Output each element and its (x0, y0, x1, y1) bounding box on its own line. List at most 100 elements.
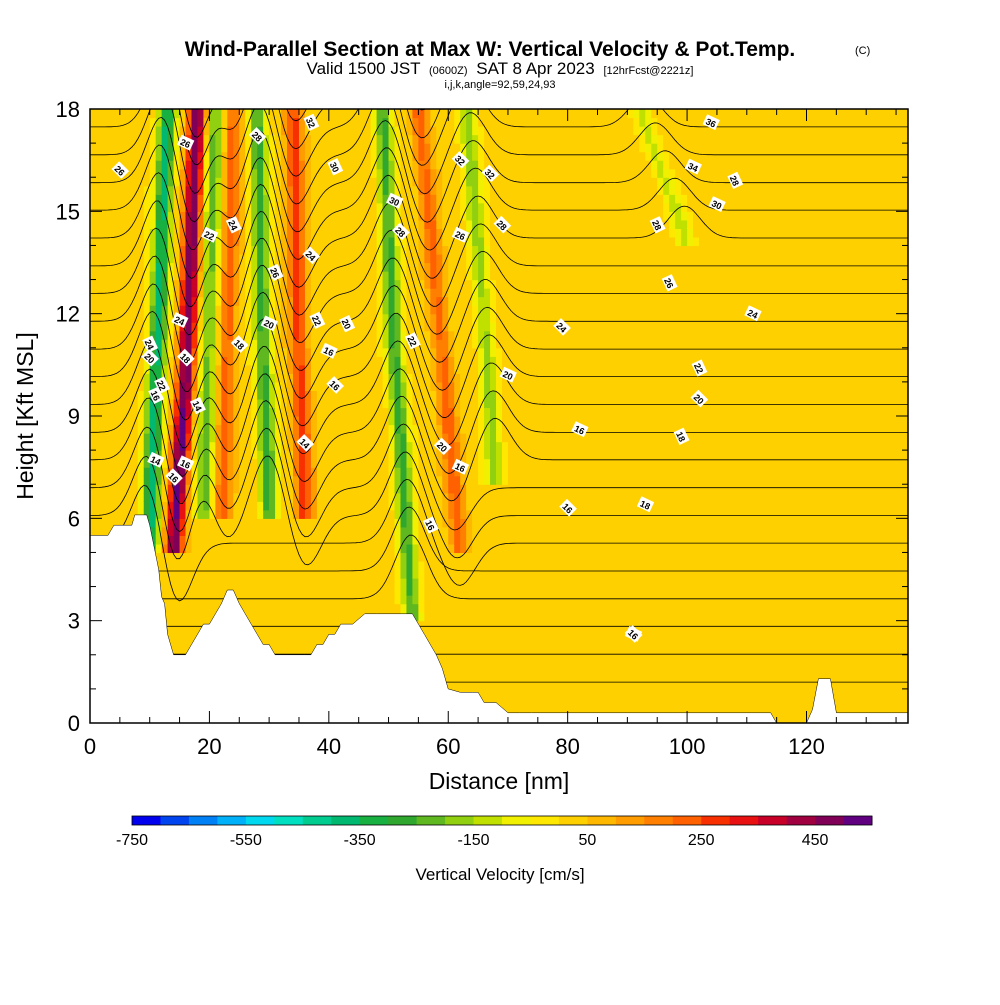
velocity-cell (298, 373, 306, 383)
velocity-cell (418, 211, 425, 221)
velocity-cell (269, 168, 276, 178)
velocity-cell (257, 245, 264, 255)
velocity-cell (370, 330, 378, 340)
velocity-cell (334, 620, 342, 630)
velocity-cell (287, 475, 294, 485)
velocity-cell (430, 296, 437, 306)
velocity-cell (382, 168, 390, 178)
velocity-cell (131, 509, 139, 519)
velocity-cell (412, 126, 419, 136)
velocity-cell (358, 475, 366, 485)
velocity-cell (370, 168, 378, 178)
velocity-cell (484, 339, 491, 349)
velocity-cell (287, 253, 294, 264)
velocity-cell (185, 202, 193, 212)
velocity-cell (298, 177, 306, 187)
velocity-cell (370, 595, 378, 605)
velocity-cell (107, 492, 115, 502)
velocity-cell (412, 117, 419, 127)
velocity-cell (358, 535, 366, 545)
velocity-cell (460, 364, 467, 374)
velocity-cell (125, 288, 133, 298)
velocity-cell (436, 501, 443, 511)
velocity-cell (340, 339, 348, 349)
velocity-cell (221, 543, 228, 554)
velocity-cell (370, 484, 378, 494)
velocity-cell (119, 117, 127, 127)
velocity-cell (149, 330, 157, 340)
velocity-cell (298, 518, 306, 528)
velocity-cell (382, 236, 390, 247)
velocity-cell (424, 373, 431, 383)
velocity-cell (322, 629, 330, 639)
velocity-cell (263, 330, 270, 340)
velocity-cell (269, 629, 276, 639)
velocity-cell (316, 467, 324, 477)
velocity-cell (346, 552, 354, 562)
velocity-cell (191, 134, 199, 144)
velocity-cell (227, 253, 234, 264)
velocity-cell (424, 160, 431, 170)
velocity-cell (370, 211, 378, 221)
velocity-cell (460, 390, 467, 400)
velocity-cell (334, 109, 342, 119)
velocity-cell (185, 262, 193, 272)
velocity-cell (101, 381, 109, 392)
velocity-cell (400, 543, 408, 554)
velocity-cell (466, 228, 473, 238)
velocity-cell (394, 475, 402, 485)
velocity-cell (143, 202, 151, 212)
velocity-cell (412, 373, 419, 383)
velocity-cell (358, 603, 366, 613)
velocity-cell (179, 305, 187, 315)
velocity-cell (430, 586, 437, 596)
velocity-cell (466, 236, 473, 247)
velocity-cell (406, 467, 414, 477)
velocity-cell (478, 202, 485, 212)
velocity-cell (161, 236, 169, 247)
velocity-cell (155, 407, 163, 417)
velocity-cell (322, 330, 330, 340)
velocity-cell (310, 578, 318, 588)
velocity-cell (125, 424, 133, 434)
velocity-cell (113, 390, 121, 400)
velocity-cell (412, 441, 419, 451)
velocity-cell (107, 501, 115, 511)
velocity-cell (448, 441, 455, 451)
velocity-cell (352, 236, 360, 247)
velocity-cell (376, 202, 384, 212)
velocity-cell (125, 416, 133, 426)
velocity-cell (490, 381, 497, 392)
velocity-cell (424, 236, 431, 247)
velocity-cell (179, 262, 187, 272)
velocity-cell (496, 475, 503, 485)
velocity-cell (382, 126, 390, 136)
velocity-cell (496, 117, 503, 127)
velocity-cell (382, 552, 390, 562)
velocity-cell (149, 296, 157, 306)
velocity-cell (298, 509, 306, 519)
velocity-cell (460, 535, 467, 545)
velocity-cell (215, 194, 222, 204)
velocity-cell (442, 620, 449, 630)
velocity-cell (316, 518, 324, 528)
velocity-cell (388, 586, 396, 596)
velocity-cell (215, 467, 222, 477)
velocity-cell (388, 492, 396, 502)
velocity-cell (179, 560, 187, 571)
velocity-cell (131, 364, 139, 374)
velocity-cell (269, 586, 276, 596)
velocity-cell (472, 364, 479, 374)
velocity-cell (257, 407, 264, 417)
velocity-cell (155, 262, 163, 272)
velocity-cell (484, 671, 491, 681)
velocity-cell (346, 433, 354, 443)
velocity-cell (281, 339, 288, 349)
velocity-cell (119, 356, 127, 366)
velocity-cell (107, 177, 115, 187)
velocity-cell (137, 262, 145, 272)
velocity-cell (251, 143, 258, 153)
velocity-cell (281, 117, 288, 127)
velocity-cell (376, 134, 384, 144)
velocity-cell (304, 569, 312, 579)
